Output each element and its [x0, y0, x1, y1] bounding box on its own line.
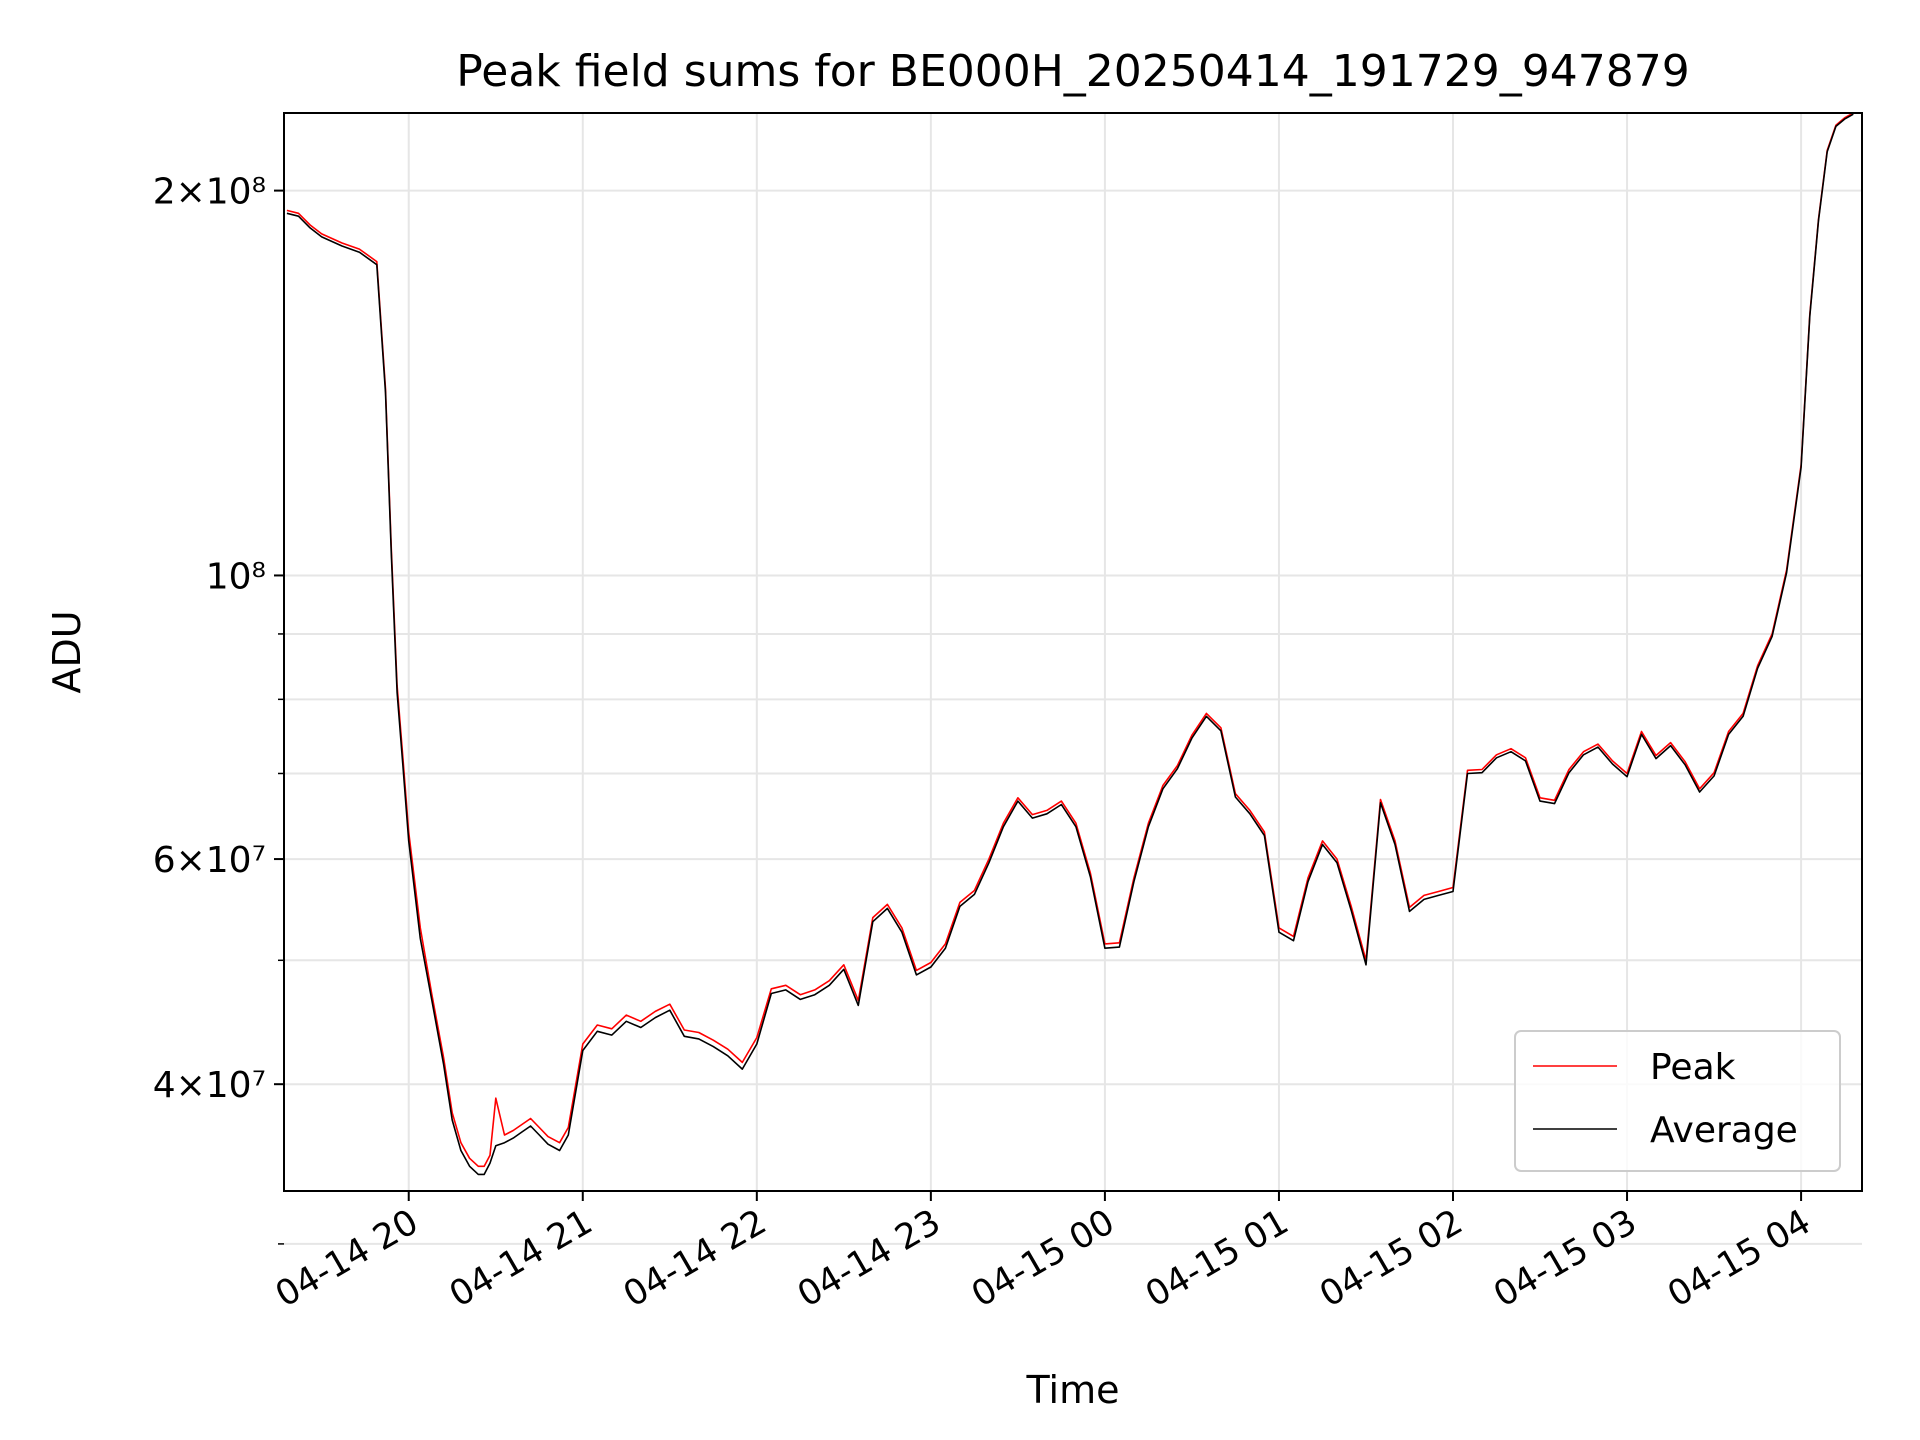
y-tick-label: 6×10⁷ — [153, 840, 266, 881]
grid — [284, 113, 1862, 1245]
y-axis-label: ADU — [45, 610, 89, 693]
plot-area-frame — [283, 112, 1863, 1192]
series-lines — [286, 112, 1854, 1176]
series-line-average — [286, 113, 1854, 1176]
y-tick-label: 10⁸ — [206, 556, 266, 597]
y-axis-ticks: 4×10⁷ 6×10⁷ 10⁸ 2×10⁸ — [153, 172, 284, 1245]
legend: Peak Average — [1514, 1030, 1841, 1172]
legend-average-label: Average — [1650, 1110, 1798, 1151]
series-line-peak — [286, 112, 1854, 1168]
y-tick-label: 2×10⁸ — [153, 172, 266, 213]
chart-title: Peak field sums for BE000H_20250414_1917… — [456, 46, 1689, 97]
x-axis-label: Time — [1026, 1368, 1120, 1412]
y-tick-label: 4×10⁷ — [153, 1065, 266, 1106]
legend-peak-label: Peak — [1650, 1047, 1736, 1088]
